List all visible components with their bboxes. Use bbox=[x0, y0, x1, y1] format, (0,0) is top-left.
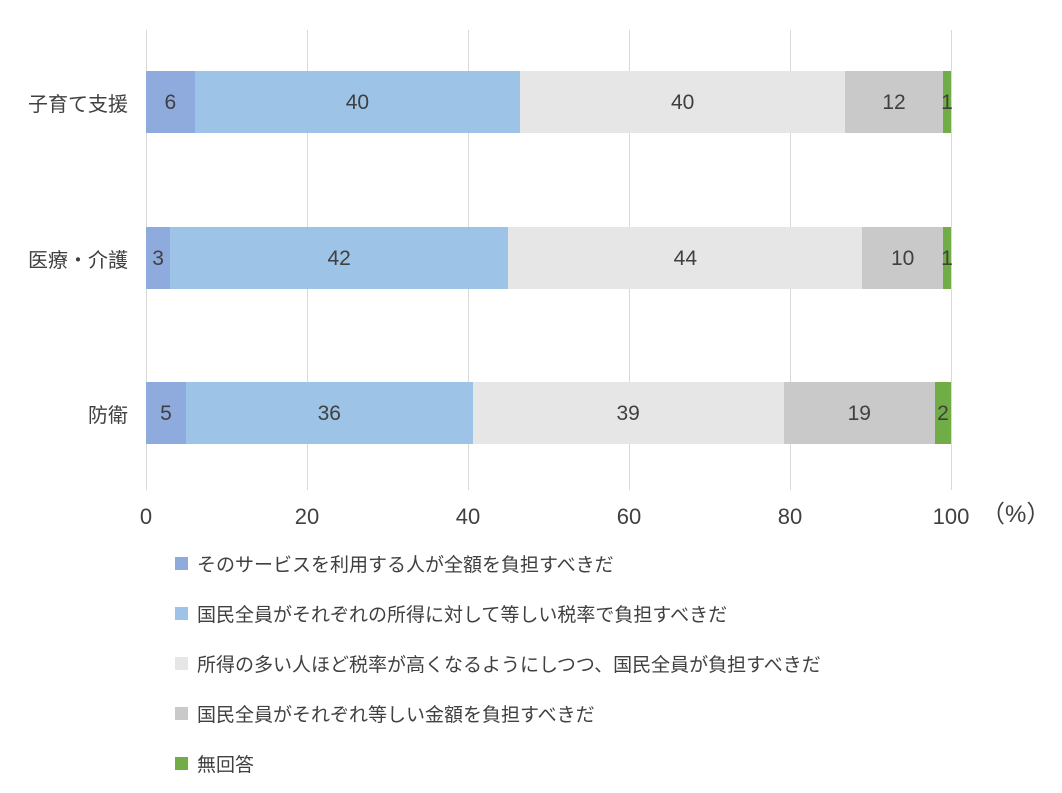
bar-segment: 40 bbox=[520, 71, 846, 133]
bar-segment: 39 bbox=[472, 382, 784, 444]
data-label: 1 bbox=[941, 90, 953, 114]
data-label: 3 bbox=[152, 246, 164, 270]
legend: そのサービスを利用する人が全額を負担すべきだ国民全員がそれぞれの所得に対して等し… bbox=[175, 549, 821, 793]
gridline-100 bbox=[951, 30, 952, 480]
data-label: 40 bbox=[670, 90, 695, 114]
bar-segment: 19 bbox=[783, 382, 936, 444]
bar-segment: 2 bbox=[935, 382, 951, 444]
bar-segment: 6 bbox=[146, 71, 195, 133]
legend-swatch bbox=[175, 656, 188, 670]
bar-segment: 42 bbox=[170, 227, 509, 289]
legend-label: 所得の多い人ほど税率が高くなるようにしつつ、国民全員が負担すべきだ bbox=[197, 654, 821, 676]
bar-segment: 10 bbox=[862, 227, 943, 289]
bar-row: 3 42 44 10 1 bbox=[146, 227, 953, 289]
bar-row: 5 36 39 19 2 bbox=[146, 382, 951, 444]
legend-swatch bbox=[175, 556, 188, 570]
legend-swatch bbox=[175, 606, 188, 620]
category-label: 防衛 bbox=[88, 404, 128, 427]
axis-tick bbox=[790, 480, 791, 490]
bar-segment: 44 bbox=[508, 227, 863, 289]
legend-swatch bbox=[175, 756, 188, 770]
legend-label: そのサービスを利用する人が全額を負担すべきだ bbox=[197, 554, 614, 576]
data-label: 36 bbox=[317, 401, 341, 425]
axis-tick-label: 80 bbox=[777, 504, 803, 529]
legend-item: そのサービスを利用する人が全額を負担すべきだ bbox=[175, 549, 821, 577]
bar-segment: 3 bbox=[146, 227, 171, 289]
legend-label: 国民全員がそれぞれ等しい金額を負担すべきだ bbox=[197, 704, 595, 726]
data-label: 6 bbox=[164, 90, 177, 114]
data-label: 44 bbox=[673, 246, 697, 270]
data-label: 12 bbox=[882, 90, 906, 114]
data-label: 39 bbox=[616, 401, 640, 425]
data-label: 40 bbox=[345, 90, 370, 114]
axis-tick-label: 40 bbox=[455, 504, 481, 529]
axis-tick bbox=[146, 480, 147, 490]
legend-label: 無回答 bbox=[197, 754, 255, 776]
data-label: 1 bbox=[941, 246, 953, 270]
legend-label: 国民全員がそれぞれの所得に対して等しい税率で負担すべきだ bbox=[197, 604, 728, 626]
axis-tick bbox=[629, 480, 630, 490]
bar-segment: 40 bbox=[194, 71, 521, 133]
axis-unit-label: （%） bbox=[981, 501, 1051, 528]
legend-swatch bbox=[175, 706, 188, 720]
data-label: 42 bbox=[327, 246, 351, 270]
bar-segment: 36 bbox=[185, 382, 473, 444]
data-label: 2 bbox=[937, 401, 949, 425]
axis-tick-label: 100 bbox=[932, 504, 970, 529]
plot-area: 6 40 40 12 1 3 42 44 10 1 5 36 39 19 2 bbox=[146, 30, 953, 480]
legend-item: 無回答 bbox=[175, 749, 821, 777]
axis-tick bbox=[307, 480, 308, 490]
axis-tick-label: 60 bbox=[616, 504, 642, 529]
bar-segment: 5 bbox=[146, 382, 186, 444]
category-label: 子育て支援 bbox=[28, 93, 128, 116]
bar-row: 6 40 40 12 1 bbox=[146, 71, 953, 133]
legend-item: 国民全員がそれぞれの所得に対して等しい税率で負担すべきだ bbox=[175, 599, 821, 627]
bar-segment: 1 bbox=[941, 227, 953, 289]
legend-item: 国民全員がそれぞれ等しい金額を負担すべきだ bbox=[175, 699, 821, 727]
axis-tick bbox=[468, 480, 469, 490]
bar-segment: 1 bbox=[941, 71, 953, 133]
axis-tick bbox=[951, 480, 952, 490]
category-label: 医療・介護 bbox=[28, 249, 128, 272]
axis-tick-label: 0 bbox=[139, 504, 153, 529]
bar-segment: 12 bbox=[845, 71, 943, 133]
data-label: 5 bbox=[160, 401, 172, 425]
data-label: 19 bbox=[847, 401, 871, 425]
axis-tick-label: 20 bbox=[294, 504, 320, 529]
data-label: 10 bbox=[890, 246, 915, 270]
legend-item: 所得の多い人ほど税率が高くなるようにしつつ、国民全員が負担すべきだ bbox=[175, 649, 821, 677]
